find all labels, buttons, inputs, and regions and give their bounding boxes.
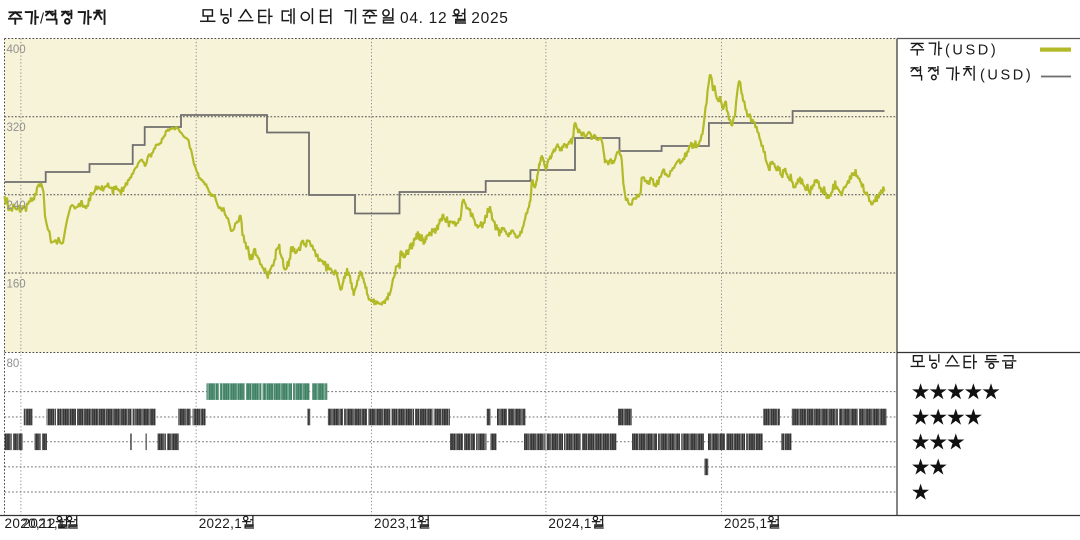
svg-text:80: 80	[7, 358, 20, 370]
svg-text:240: 240	[7, 200, 26, 212]
svg-text:2021,1: 2021,1	[23, 516, 66, 531]
svg-text:320: 320	[7, 122, 26, 134]
svg-text:400: 400	[7, 44, 26, 56]
svg-text:(USD): (USD)	[980, 68, 1033, 84]
svg-text:2025,1: 2025,1	[724, 516, 767, 531]
svg-text:04. 12: 04. 12	[400, 10, 447, 27]
svg-text:160: 160	[7, 278, 26, 290]
svg-text:2024,1: 2024,1	[548, 516, 591, 531]
svg-text:/: /	[40, 12, 45, 28]
svg-text:2020,12: 2020,12	[5, 516, 56, 531]
svg-text:(USD): (USD)	[945, 43, 998, 59]
svg-text:2023,1: 2023,1	[374, 516, 417, 531]
svg-text:2025: 2025	[471, 10, 508, 27]
svg-text:2022,1: 2022,1	[199, 516, 242, 531]
